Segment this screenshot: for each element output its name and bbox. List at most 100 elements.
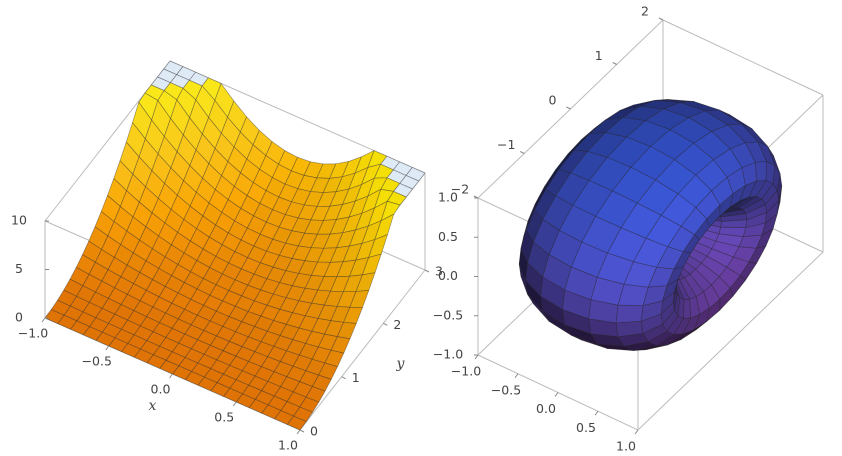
axis-label: x: [149, 398, 157, 414]
surface-patch: [63, 305, 84, 322]
surface-patch: [184, 324, 205, 341]
tick-mark: [594, 410, 599, 416]
surface-patch: [125, 122, 146, 158]
y-tick-label: 0: [310, 424, 318, 439]
surface-patch: [765, 161, 776, 185]
tick-mark: [514, 373, 519, 379]
x-tick-label: 0.0: [536, 401, 556, 416]
x-tick-label: −0.5: [491, 382, 521, 397]
x-tick-label: 0.0: [151, 382, 171, 397]
y-tick-label: 2: [641, 4, 649, 19]
surface-patch: [196, 304, 217, 322]
surface-patch: [197, 376, 218, 392]
surface-patch: [151, 100, 171, 137]
surface-plot: −1.0 −0.5 0.0 0.5 1.0 0 1 2 3 0 5 10 x y: [11, 60, 443, 453]
tick-mark: [658, 17, 664, 21]
box-edge: [637, 251, 824, 431]
tick-mark: [424, 269, 430, 273]
x-tick-label: −1.0: [18, 326, 48, 341]
surface-patch: [228, 251, 248, 270]
surface-patch: [683, 298, 692, 319]
tick-mark: [299, 429, 305, 433]
surface-patch: [248, 399, 269, 414]
box-edge: [662, 19, 824, 96]
surface-patch: [718, 266, 741, 289]
y-tick-label: 0: [549, 93, 557, 108]
surface-patch: [121, 343, 141, 358]
surface-patch: [144, 119, 165, 155]
x-tick-label: 0.5: [576, 420, 596, 435]
surface-patch: [754, 161, 767, 182]
y-tick-label: 1: [352, 370, 360, 385]
surface-patch: [132, 101, 152, 140]
surface-patch: [127, 334, 148, 350]
surface-patch: [222, 341, 243, 357]
surface-patch: [247, 273, 268, 291]
surface-patch: [177, 282, 198, 300]
surface-patch: [165, 351, 186, 367]
x-tick-label: −0.5: [82, 354, 112, 369]
surface-patch: [157, 68, 177, 83]
surface-patch: [150, 76, 171, 91]
torus-plot: −1.0−0.50.00.51.0−2−1012−1.0−0.50.00.51.…: [433, 4, 824, 454]
surface-patch: [223, 387, 243, 403]
tick-mark: [41, 317, 46, 323]
y-tick-label: −2: [451, 182, 469, 197]
surface-patch: [152, 268, 172, 287]
y-tick-label: 3: [435, 264, 443, 279]
axis-label: y: [396, 356, 406, 372]
x-tick-label: −1.0: [451, 364, 481, 379]
z-tick-label: −0.5: [433, 307, 463, 322]
tick-mark: [554, 392, 559, 397]
z-tick-label: 0: [15, 310, 23, 325]
surface-patch: [126, 252, 147, 273]
y-tick-label: −1: [497, 137, 515, 152]
surface-patch: [216, 326, 236, 342]
tick-mark: [612, 62, 617, 65]
surface-patch: [241, 336, 262, 353]
x-tick-label: 0.5: [214, 410, 234, 425]
surface-patch: [108, 337, 129, 352]
surface-patch: [132, 156, 153, 187]
surface-patch: [138, 186, 159, 214]
surface-patch: [184, 371, 205, 386]
surface-patch: [172, 365, 192, 380]
surface-patch: [684, 273, 704, 297]
surface-patch: [158, 222, 178, 246]
surface-patch: [144, 84, 165, 101]
surface-patch: [675, 279, 690, 300]
tick-mark: [474, 354, 479, 360]
surface-patch: [209, 335, 230, 352]
z-tick-label: 10: [11, 213, 27, 228]
tick-mark: [169, 373, 173, 379]
surface-patch: [170, 99, 190, 136]
surface-patch: [220, 116, 241, 148]
tick-mark: [232, 401, 237, 407]
tick-mark: [634, 429, 639, 435]
z-tick-label: 5: [15, 261, 23, 276]
surface-patch: [182, 117, 203, 151]
tick-mark: [383, 322, 388, 326]
surface-patch: [169, 74, 190, 89]
box-edge: [169, 60, 426, 174]
surface-patch: [190, 314, 211, 331]
z-tick-label: −1.0: [433, 347, 463, 362]
surface-patch: [157, 90, 178, 119]
surface-patch: [57, 314, 78, 330]
surface-patch: [235, 393, 256, 408]
tick-mark: [566, 106, 571, 110]
tick-mark: [341, 376, 346, 380]
surface-patch: [133, 348, 154, 364]
z-tick-label: 0.0: [438, 268, 458, 283]
tick-mark: [520, 151, 525, 154]
surface-patch: [214, 132, 235, 162]
surface-patch: [157, 182, 178, 210]
surface-patch: [184, 298, 204, 316]
surface-patch: [151, 235, 172, 258]
surface-patch: [133, 325, 154, 341]
surface-patch: [151, 198, 172, 224]
surface-patch: [163, 118, 184, 152]
surface-patch: [660, 302, 675, 325]
surface-patch: [615, 304, 644, 324]
tick-mark: [296, 429, 301, 435]
